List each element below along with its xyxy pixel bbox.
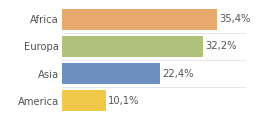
Bar [62, 36, 203, 57]
Bar [62, 63, 160, 84]
Text: 35,4%: 35,4% [219, 14, 251, 24]
Bar [62, 9, 217, 30]
Bar [62, 90, 106, 111]
Text: 22,4%: 22,4% [162, 69, 193, 79]
Text: 32,2%: 32,2% [205, 41, 237, 51]
Text: 10,1%: 10,1% [108, 96, 139, 106]
